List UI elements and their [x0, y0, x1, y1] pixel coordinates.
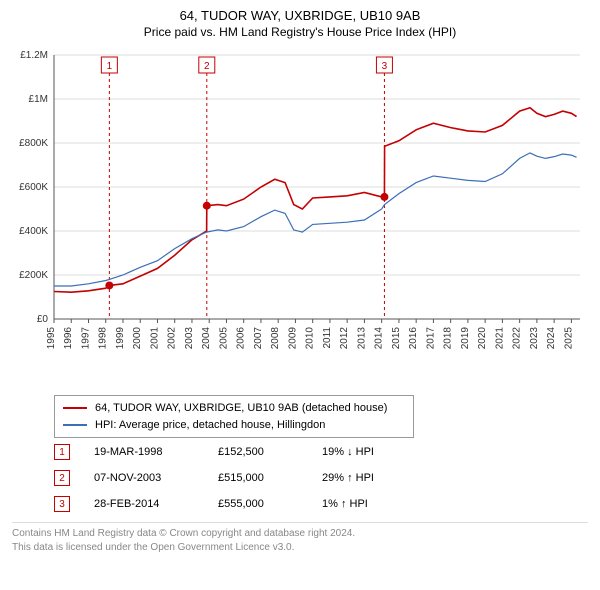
- svg-text:2011: 2011: [322, 327, 333, 349]
- event-diff: 19% ↓ HPI: [322, 446, 402, 458]
- legend: 64, TUDOR WAY, UXBRIDGE, UB10 9AB (detac…: [54, 395, 414, 438]
- svg-text:£200K: £200K: [19, 270, 48, 281]
- chart-subtitle: Price paid vs. HM Land Registry's House …: [12, 25, 588, 39]
- svg-text:2023: 2023: [529, 327, 540, 350]
- event-row: 2 07-NOV-2003 £515,000 29% ↑ HPI: [54, 470, 588, 486]
- svg-text:2004: 2004: [201, 327, 212, 350]
- legend-label: 64, TUDOR WAY, UXBRIDGE, UB10 9AB (detac…: [95, 400, 387, 417]
- svg-text:1996: 1996: [63, 327, 74, 350]
- chart-title: 64, TUDOR WAY, UXBRIDGE, UB10 9AB: [12, 8, 588, 23]
- svg-text:£600K: £600K: [19, 182, 48, 193]
- legend-row: 64, TUDOR WAY, UXBRIDGE, UB10 9AB (detac…: [63, 400, 405, 417]
- svg-text:2007: 2007: [253, 327, 264, 350]
- event-marker: 1: [54, 444, 70, 460]
- event-row: 1 19-MAR-1998 £152,500 19% ↓ HPI: [54, 444, 588, 460]
- svg-text:2025: 2025: [563, 327, 574, 350]
- event-price: £515,000: [218, 472, 298, 484]
- svg-text:£400K: £400K: [19, 226, 48, 237]
- event-row: 3 28-FEB-2014 £555,000 1% ↑ HPI: [54, 496, 588, 512]
- svg-text:3: 3: [382, 61, 388, 72]
- svg-text:2003: 2003: [184, 327, 195, 350]
- svg-text:2008: 2008: [270, 327, 281, 350]
- svg-text:2006: 2006: [236, 327, 247, 350]
- legend-swatch: [63, 407, 87, 409]
- svg-text:2017: 2017: [425, 327, 436, 350]
- event-marker: 3: [54, 496, 70, 512]
- chart-container: 64, TUDOR WAY, UXBRIDGE, UB10 9AB Price …: [0, 0, 600, 563]
- svg-text:£1.2M: £1.2M: [20, 50, 48, 61]
- event-price: £152,500: [218, 446, 298, 458]
- svg-text:1995: 1995: [46, 327, 57, 350]
- footer-line-2: This data is licensed under the Open Gov…: [12, 541, 588, 555]
- svg-text:2010: 2010: [305, 327, 316, 350]
- svg-text:2: 2: [204, 61, 210, 72]
- chart-plot-area: £0 £200K £400K £600K £800K £1M £1.2M 1995 1996 19…: [12, 47, 588, 387]
- legend-swatch: [63, 424, 87, 426]
- event-date: 07-NOV-2003: [94, 472, 194, 484]
- event-date: 28-FEB-2014: [94, 498, 194, 510]
- svg-text:2013: 2013: [356, 327, 367, 350]
- svg-text:2016: 2016: [408, 327, 419, 350]
- attribution-footer: Contains HM Land Registry data © Crown c…: [12, 522, 588, 555]
- svg-text:2012: 2012: [339, 327, 350, 350]
- sale-events-table: 1 19-MAR-1998 £152,500 19% ↓ HPI 2 07-NOV-200…: [54, 444, 588, 512]
- svg-text:2009: 2009: [287, 327, 298, 350]
- svg-text:1997: 1997: [80, 327, 91, 350]
- footer-line-1: Contains HM Land Registry data © Crown c…: [12, 527, 588, 541]
- line-chart: £0 £200K £400K £600K £800K £1M £1.2M 1995 1996 19…: [12, 47, 588, 387]
- svg-text:2015: 2015: [391, 327, 402, 350]
- svg-text:2014: 2014: [374, 327, 385, 350]
- svg-text:2024: 2024: [546, 327, 557, 350]
- legend-row: HPI: Average price, detached house, Hill…: [63, 417, 405, 434]
- svg-text:2002: 2002: [167, 327, 178, 350]
- svg-text:2022: 2022: [512, 327, 523, 350]
- event-price: £555,000: [218, 498, 298, 510]
- svg-text:2005: 2005: [218, 327, 229, 350]
- legend-label: HPI: Average price, detached house, Hill…: [95, 417, 325, 434]
- svg-text:1: 1: [107, 61, 113, 72]
- svg-text:1998: 1998: [98, 327, 109, 350]
- svg-text:£1M: £1M: [29, 94, 48, 105]
- svg-text:2021: 2021: [494, 327, 505, 350]
- svg-text:2000: 2000: [132, 327, 143, 350]
- event-date: 19-MAR-1998: [94, 446, 194, 458]
- svg-text:1999: 1999: [115, 327, 126, 350]
- svg-text:2019: 2019: [460, 327, 471, 350]
- svg-text:2001: 2001: [149, 327, 160, 350]
- svg-text:2018: 2018: [443, 327, 454, 350]
- event-marker: 2: [54, 470, 70, 486]
- svg-text:£800K: £800K: [19, 138, 48, 149]
- svg-text:£0: £0: [37, 314, 49, 325]
- event-diff: 1% ↑ HPI: [322, 498, 402, 510]
- event-diff: 29% ↑ HPI: [322, 472, 402, 484]
- svg-text:2020: 2020: [477, 327, 488, 350]
